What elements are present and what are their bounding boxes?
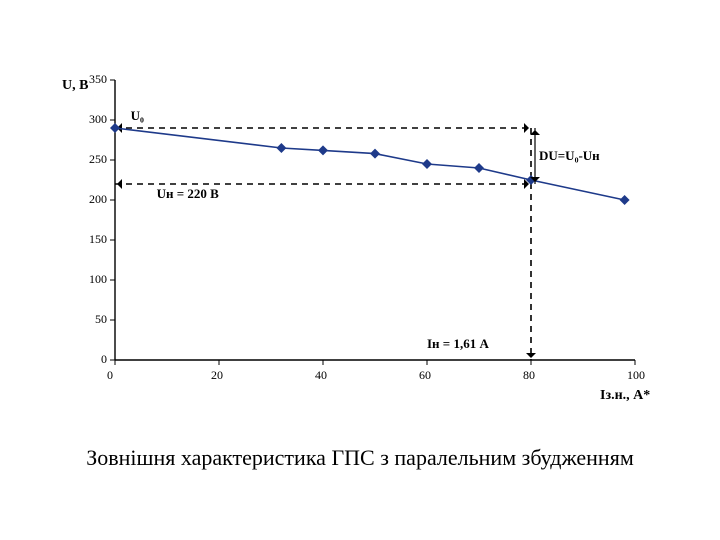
x-tick-label: 0 xyxy=(107,368,113,383)
y-tick-label: 350 xyxy=(89,72,107,87)
chart-container: U, В Iз.н., А* U₀ Uн = 220 В Iн = 1,61 А… xyxy=(0,0,720,540)
y-tick-label: 300 xyxy=(89,112,107,127)
y-tick-label: 200 xyxy=(89,192,107,207)
chart-caption: Зовнішня характеристика ГПС з паралельни… xyxy=(0,445,720,471)
annotation-in: Iн = 1,61 А xyxy=(427,336,489,352)
y-tick-label: 50 xyxy=(95,312,107,327)
annotation-u0: U₀ xyxy=(131,108,144,124)
y-tick-label: 0 xyxy=(101,352,107,367)
x-tick-label: 80 xyxy=(523,368,535,383)
y-tick-label: 150 xyxy=(89,232,107,247)
annotation-du: DU=U₀-Uн xyxy=(539,148,600,164)
y-tick-label: 250 xyxy=(89,152,107,167)
x-tick-label: 40 xyxy=(315,368,327,383)
annotation-un: Uн = 220 В xyxy=(157,186,219,202)
x-tick-label: 20 xyxy=(211,368,223,383)
x-tick-label: 100 xyxy=(627,368,645,383)
y-axis-title: U, В xyxy=(62,78,88,94)
x-tick-label: 60 xyxy=(419,368,431,383)
y-tick-label: 100 xyxy=(89,272,107,287)
x-axis-title: Iз.н., А* xyxy=(600,388,650,404)
